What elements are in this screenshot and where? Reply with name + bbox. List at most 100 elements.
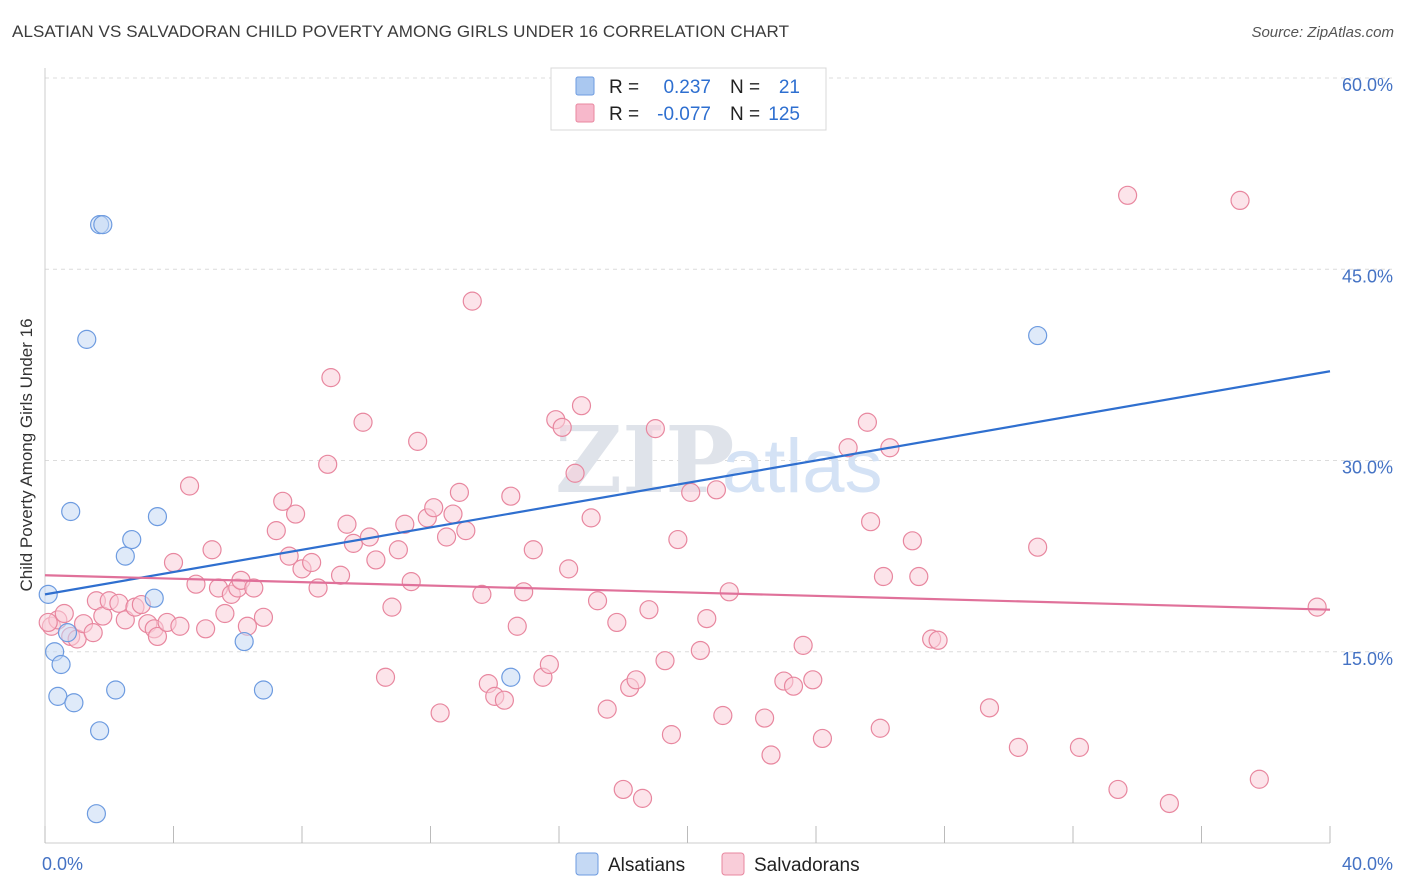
salvadoran-point-77 [587,591,608,611]
salvadoran-point-101 [812,728,833,749]
salvadoran-point-102 [838,438,858,458]
alsatian-point-15 [144,588,164,608]
salvadoran-point-114 [1028,537,1048,557]
salvadoran-point-88 [668,529,688,550]
salvadoran-point-106 [873,566,894,587]
salvadoran-point-95 [754,708,775,728]
salvadoran-point-18 [163,552,184,573]
salvadoran-point-47 [375,667,396,687]
salvadoran-point-59 [456,521,476,541]
x-tick-label-0: 0.0% [42,854,83,874]
salvadorans-trend-line [44,574,1331,611]
alsatian-point-16 [147,506,168,527]
salvadoran-point-60 [462,291,482,311]
salvadoran-point-93 [713,705,733,726]
alsatian-point-12 [106,680,126,700]
salvadoran-point-109 [909,566,929,587]
salvadoran-point-73 [559,559,579,579]
legend-bottom-label-salvadorans: Salvadorans [754,855,860,876]
salvadoran-point-100 [803,670,823,690]
salvadoran-point-120 [1249,769,1269,789]
salvadoran-point-42 [337,514,357,534]
salvadoran-point-55 [430,703,450,723]
salvadoran-point-91 [697,608,717,629]
salvadoran-point-111 [928,630,948,650]
salvadorans-points [38,185,1327,814]
salvadoran-point-105 [870,718,890,738]
alsatian-point-9 [93,215,113,235]
legend-r-label-0: R = [609,77,639,98]
alsatian-point-10 [90,721,110,741]
salvadoran-point-96 [761,745,781,765]
salvadoran-point-23 [202,540,222,560]
salvadoran-point-2 [54,603,74,624]
legend-swatch-alsatians [575,76,595,96]
salvadoran-point-48 [382,597,402,617]
salvadoran-point-32 [266,521,286,541]
watermark-zip: ZIP [555,406,734,514]
salvadoran-point-25 [215,603,235,624]
alsatian-point-13 [115,546,135,566]
x-tick-label-1: 40.0% [1342,854,1393,874]
salvadoran-point-74 [565,463,585,483]
salvadoran-point-67 [514,582,534,602]
gridlines [45,77,1392,653]
salvadoran-point-86 [655,651,675,671]
salvadoran-point-82 [626,670,646,690]
legend-bottom-swatch-alsatians [575,852,599,876]
legend-bottom-swatch-salvadorans [721,852,745,876]
salvadoran-point-40 [321,368,341,388]
salvadoran-point-54 [424,498,444,518]
salvadoran-point-44 [353,412,373,432]
salvadoran-point-78 [597,699,617,719]
salvadoran-point-51 [401,572,421,592]
salvadoran-point-31 [253,607,274,627]
alsatian-point-18 [253,680,274,700]
legend-swatch-salvadorans [575,103,595,123]
salvadoran-point-116 [1108,779,1128,800]
salvadoran-point-87 [661,725,682,745]
tick-labels: 15.0% 30.0% 45.0% 60.0% 0.0% 40.0% [42,75,1393,874]
salvadoran-point-52 [408,431,428,451]
salvadoran-point-104 [861,512,881,532]
salvadoran-point-121 [1307,597,1327,617]
y-tick-label-1: 30.0% [1342,458,1393,478]
y-axis-label: Child Poverty Among Girls Under 16 [17,318,36,591]
alsatian-point-3 [48,686,68,706]
salvadoran-point-10 [109,593,129,613]
salvadoran-point-39 [318,454,338,474]
salvadoran-point-70 [539,654,559,675]
legend-n-label-0: N = [730,77,760,98]
salvadoran-point-50 [395,514,415,534]
alsatian-point-20 [1028,325,1048,346]
alsatian-point-4 [57,623,78,643]
legend-n-value-0: 21 [779,77,800,98]
salvadoran-point-37 [302,552,322,573]
salvadoran-point-58 [449,482,470,502]
salvadoran-point-35 [285,504,306,524]
alsatian-point-14 [122,529,142,550]
salvadoran-point-11 [115,610,135,630]
alsatians-points [38,215,1048,824]
legend-bottom: Alsatians Salvadorans [575,852,860,876]
alsatian-point-6 [61,501,81,522]
legend-bottom-label-alsatians: Alsatians [608,855,685,876]
alsatian-point-2 [51,654,71,675]
salvadoran-point-49 [388,540,408,560]
alsatian-point-7 [77,329,97,349]
alsatian-point-5 [64,693,84,713]
salvadoran-point-43 [343,533,363,553]
legend-r-value-0: 0.237 [663,77,711,98]
salvadoran-point-75 [571,396,592,416]
salvadoran-point-92 [706,480,727,500]
salvadoran-point-64 [494,690,514,710]
salvadoran-point-72 [552,417,572,437]
salvadoran-point-103 [857,412,878,432]
salvadoran-point-65 [501,486,521,506]
salvadoran-point-56 [436,527,457,547]
salvadoran-point-20 [179,476,200,496]
axes [44,68,1331,844]
salvadoran-point-90 [690,640,710,661]
salvadoran-point-94 [719,582,739,602]
